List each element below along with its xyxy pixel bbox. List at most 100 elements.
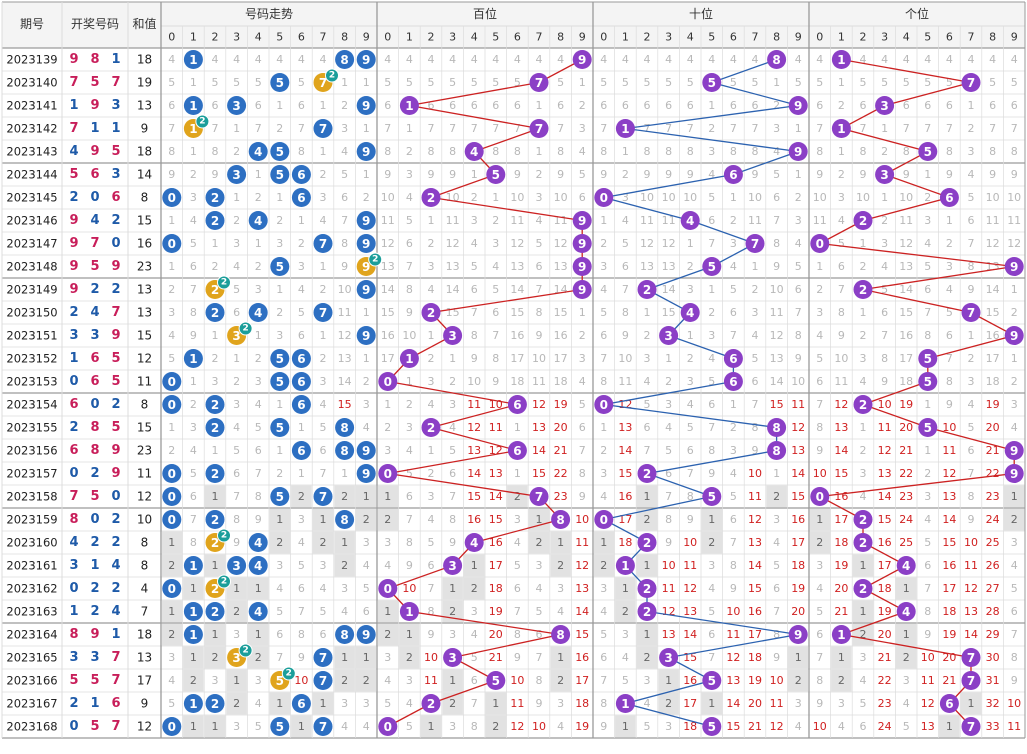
missing-count: 10 (964, 536, 978, 549)
missing-count: 2 (730, 421, 737, 434)
missing-count: 5 (449, 76, 456, 89)
ball-digit: 2 (643, 467, 651, 481)
sum-header: 和值 (132, 16, 156, 31)
missing-count: 19 (878, 605, 892, 618)
ball-digit: 4 (254, 306, 262, 320)
missing-count: 6 (514, 582, 521, 595)
missing-count: 11 (662, 214, 676, 227)
missing-band-cell (161, 623, 183, 646)
missing-count: 3 (406, 674, 413, 687)
missing-count: 6 (428, 99, 435, 112)
missing-count: 1 (363, 76, 370, 89)
missing-count: 6 (233, 467, 240, 480)
draw-digit: 7 (111, 305, 120, 320)
missing-count: 15 (618, 467, 632, 480)
ball-digit: 6 (513, 398, 521, 412)
missing-count: 4 (363, 421, 370, 434)
missing-count: 9 (168, 168, 175, 181)
missing-count: 4 (968, 53, 975, 66)
missing-count: 3 (687, 283, 694, 296)
ball-digit: 6 (513, 444, 521, 458)
position-ball (1004, 257, 1024, 276)
missing-count: 2 (622, 605, 629, 618)
missing-count: 12 (662, 237, 676, 250)
trend-ball (270, 717, 290, 736)
missing-band-cell (528, 531, 550, 554)
sum-value: 15 (137, 329, 152, 343)
missing-count: 2 (536, 536, 543, 549)
missing-count: 7 (492, 122, 499, 135)
missing-count: 3 (730, 444, 737, 457)
missing-count: 7 (255, 122, 262, 135)
missing-count: 10 (532, 720, 546, 733)
missing-band-cell (355, 508, 377, 531)
missing-count: 1 (212, 559, 219, 572)
missing-band-cell (334, 646, 355, 669)
ball-digit: 1 (189, 628, 197, 642)
repeat-badge-count: 2 (242, 324, 248, 334)
missing-count: 9 (816, 697, 823, 710)
ball-digit: 6 (297, 352, 305, 366)
draw-digit: 5 (90, 75, 99, 90)
ball-digit: 4 (254, 145, 262, 159)
ball-digit: 6 (297, 375, 305, 389)
missing-count: 1 (428, 720, 435, 733)
missing-count: 5 (644, 720, 651, 733)
missing-count: 5 (600, 628, 607, 641)
missing-count: 4 (406, 444, 413, 457)
missing-count: 10 (532, 352, 546, 365)
ball-digit: 5 (276, 720, 284, 734)
missing-count: 4 (752, 329, 759, 342)
ball-digit: 0 (168, 490, 176, 504)
draw-digit: 3 (69, 558, 78, 573)
missing-count: 17 (986, 352, 1000, 365)
missing-count: 3 (557, 697, 564, 710)
missing-count: 15 (942, 536, 956, 549)
missing-count: 14 (986, 283, 1000, 296)
trend-ball (291, 188, 311, 207)
ball-digit: 0 (384, 375, 392, 389)
missing-band-cell (355, 646, 377, 669)
missing-count: 7 (449, 490, 456, 503)
missing-count: 5 (795, 260, 802, 273)
missing-count: 2 (600, 444, 607, 457)
missing-count: 14 (726, 697, 740, 710)
missing-count: 10 (575, 513, 589, 526)
missing-count: 6 (579, 191, 586, 204)
missing-count: 16 (834, 490, 848, 503)
position-ball (507, 441, 527, 460)
ball-digit: 1 (189, 559, 197, 573)
missing-count: 8 (190, 536, 197, 549)
draw-digit: 7 (111, 650, 120, 665)
missing-count: 10 (770, 283, 784, 296)
missing-band-cell (355, 669, 377, 692)
missing-count: 18 (510, 375, 524, 388)
missing-count: 1 (233, 191, 240, 204)
position-ball (529, 119, 549, 138)
missing-count: 9 (816, 168, 823, 181)
missing-band-cell (463, 554, 485, 577)
repeat-badge (368, 252, 383, 267)
position-ball (1004, 441, 1024, 460)
missing-count: 12 (791, 421, 805, 434)
missing-band-cell (226, 669, 247, 692)
missing-count: 1 (190, 720, 197, 733)
missing-count: 1 (752, 260, 759, 273)
missing-count: 6 (600, 329, 607, 342)
ball-digit: 7 (319, 490, 327, 504)
missing-count: 1 (190, 582, 197, 595)
missing-count: 24 (899, 513, 913, 526)
missing-count: 21 (942, 674, 956, 687)
missing-count: 4 (708, 582, 715, 595)
missing-count: 19 (942, 628, 956, 641)
missing-count: 6 (190, 260, 197, 273)
ball-digit: 9 (362, 145, 370, 159)
missing-count: 4 (622, 214, 629, 227)
missing-count: 1 (320, 329, 327, 342)
missing-count: 10 (813, 191, 827, 204)
missing-count: 1 (341, 76, 348, 89)
missing-count: 7 (989, 122, 996, 135)
missing-count: 4 (557, 605, 564, 618)
missing-count: 10 (402, 329, 416, 342)
missing-count: 12 (834, 398, 848, 411)
